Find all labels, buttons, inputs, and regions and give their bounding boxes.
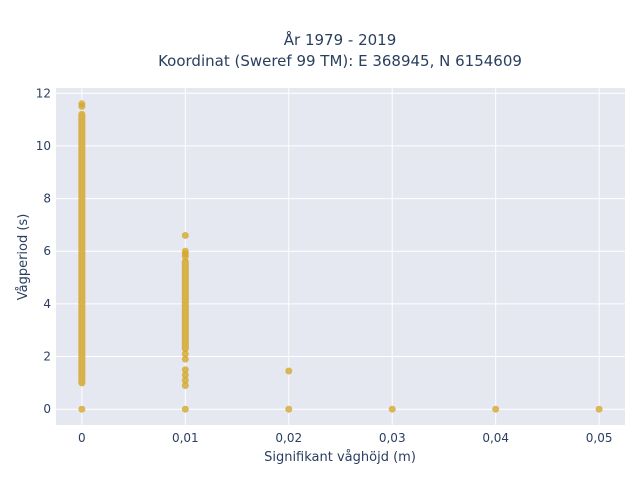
x-tick-label: 0,02 <box>275 431 302 445</box>
data-point <box>78 100 86 108</box>
data-point <box>492 405 500 413</box>
data-point <box>181 231 189 239</box>
x-axis-label: Signifikant våghöjd (m) <box>264 450 416 465</box>
y-axis-label: Vågperiod (s) <box>16 214 31 301</box>
x-tick-label: 0,01 <box>172 431 199 445</box>
data-point <box>388 405 396 413</box>
y-tick-label: 6 <box>43 244 51 258</box>
x-axis-ticks: 0 0,01 0,02 0,03 0,04 0,05 <box>78 431 612 445</box>
data-point <box>181 350 189 358</box>
y-tick-label: 8 <box>43 192 51 206</box>
data-point <box>285 405 293 413</box>
plot-area <box>56 88 625 425</box>
data-point <box>181 405 189 413</box>
data-point <box>595 405 603 413</box>
x-tick-label: 0,05 <box>586 431 613 445</box>
data-point <box>181 366 189 374</box>
y-axis-ticks: 0 2 4 6 8 10 12 <box>36 86 51 416</box>
y-tick-label: 12 <box>36 86 51 100</box>
chart-subtitle: Koordinat (Sweref 99 TM): E 368945, N 61… <box>158 52 522 70</box>
y-tick-label: 2 <box>43 350 51 364</box>
data-point <box>181 376 189 384</box>
data-point <box>78 405 86 413</box>
data-point <box>181 371 189 379</box>
x-tick-label: 0 <box>78 431 86 445</box>
x-tick-label: 0,04 <box>482 431 509 445</box>
point-band <box>78 110 86 387</box>
data-point <box>181 382 189 390</box>
data-points <box>78 100 603 413</box>
chart-title: År 1979 - 2019 <box>284 30 397 49</box>
x-tick-label: 0,03 <box>379 431 406 445</box>
data-point <box>181 247 189 255</box>
point-band <box>181 258 189 353</box>
y-tick-label: 0 <box>43 402 51 416</box>
grid-lines <box>56 88 625 425</box>
y-tick-label: 4 <box>43 297 51 311</box>
data-point <box>181 355 189 363</box>
y-tick-label: 10 <box>36 139 51 153</box>
data-point <box>285 367 293 375</box>
